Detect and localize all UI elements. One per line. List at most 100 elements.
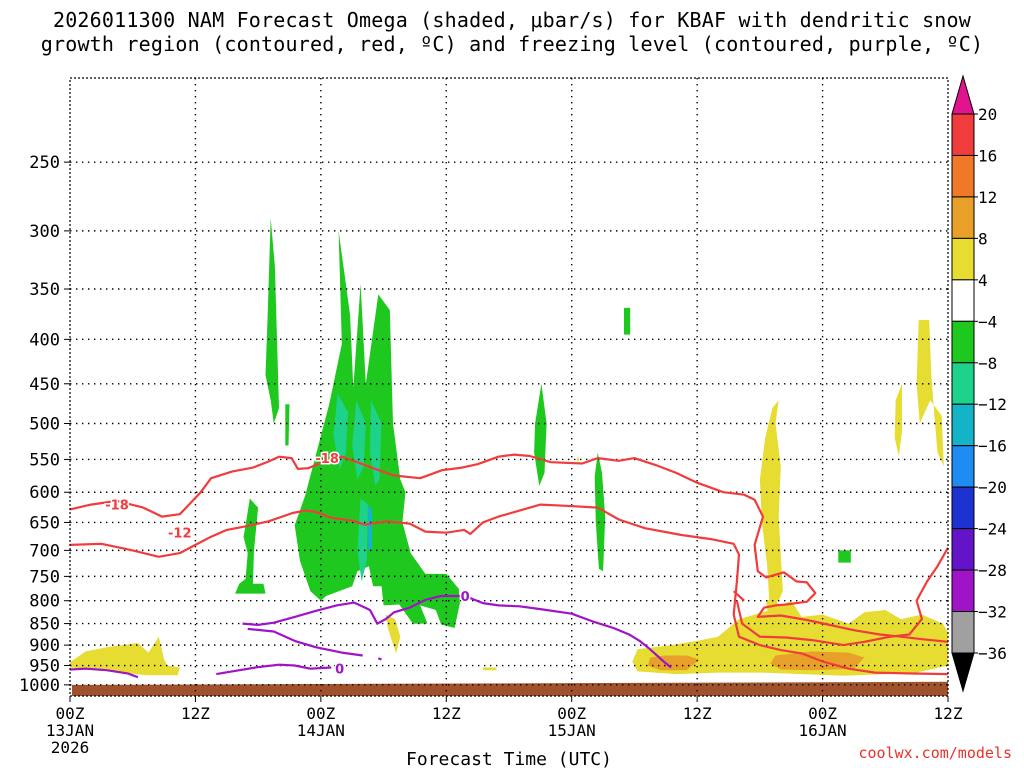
plot-frame [69, 77, 949, 697]
grid-layer [70, 78, 948, 696]
colorbar-bin [951, 569, 975, 613]
colorbar-bin [951, 528, 975, 571]
omega-region-13 [70, 636, 180, 676]
x-axis-label: Forecast Time (UTC) [406, 749, 612, 768]
colorbar-label: 20 [978, 105, 997, 124]
y-tick-label: 850 [29, 615, 60, 635]
omega-region-11 [357, 498, 368, 582]
x-tick-label: 00Z [557, 704, 586, 723]
x-tick-label: 12Z [432, 704, 461, 723]
x-tick-label: 15JAN [548, 721, 596, 740]
colorbar-bin [951, 403, 975, 447]
colorbar-label: −12 [978, 395, 1007, 414]
x-tick-label: 12Z [683, 704, 712, 723]
contour-0 [69, 453, 949, 643]
y-tick-label: 450 [29, 375, 60, 395]
y-tick-label: 550 [29, 450, 60, 470]
omega-shading-layer [70, 218, 948, 676]
omega-region-5 [594, 452, 606, 572]
y-tick-label: 350 [29, 280, 60, 300]
colorbar-bin [951, 445, 975, 488]
x-tick-label: 16JAN [798, 721, 846, 740]
colorbar-label: −8 [978, 354, 997, 373]
omega-region-10 [370, 400, 382, 486]
contour-6 [69, 667, 139, 679]
colorbar-bin [951, 486, 975, 530]
site-credit[interactable]: coolwx.com/models [858, 744, 1012, 762]
contour-8 [377, 657, 382, 661]
contour-7 [247, 627, 363, 657]
omega-region-19 [894, 383, 902, 456]
y-tick-label: 950 [29, 657, 60, 677]
x-tick-label: 2026 [51, 738, 90, 757]
contour-5 [216, 663, 332, 676]
contour-1 [69, 503, 949, 676]
x-tick-label: 12Z [181, 704, 210, 723]
omega-region-23 [576, 456, 579, 463]
omega-region-12 [367, 504, 373, 551]
y-tick-label: 400 [29, 330, 60, 350]
contour-3 [732, 590, 745, 602]
axes-layer: 2503003504004505005506006507007508008509… [19, 77, 963, 768]
colorbar-label: −32 [978, 603, 1007, 622]
colorbar-bin [951, 362, 975, 405]
contour-label-5: 0 [335, 662, 344, 677]
colorbar-top-arrow [951, 74, 975, 115]
colorbar-label: 4 [978, 271, 988, 290]
y-tick-label: 650 [29, 513, 60, 533]
colorbar-bottom-arrow [951, 652, 975, 693]
terrain-layer [72, 681, 948, 696]
y-tick-label: 900 [29, 636, 60, 656]
colorbar-label: −20 [978, 478, 1007, 497]
contour-label-1: -12 [168, 527, 192, 542]
omega-region-8 [333, 393, 348, 470]
contour-layer: -18 -12 -18 0 0 [69, 451, 949, 679]
y-tick-label: 250 [29, 153, 60, 173]
colorbar-bin [951, 113, 975, 156]
omega-region-7 [838, 550, 851, 563]
omega-region-15 [482, 667, 497, 671]
colorbar-label: −36 [978, 644, 1007, 663]
omega-region-0 [235, 498, 266, 594]
x-tick-label: 14JAN [297, 721, 345, 740]
colorbar-label: −16 [978, 437, 1007, 456]
colorbar-label: −28 [978, 561, 1007, 580]
omega-region-17 [759, 400, 783, 601]
terrain-band [72, 681, 948, 696]
contour-label-0: -18 [105, 499, 129, 514]
y-tick-label: 750 [29, 567, 60, 587]
omega-region-6 [624, 307, 631, 335]
omega-region-14 [385, 614, 401, 654]
y-tick-label: 600 [29, 483, 60, 503]
colorbar-bin [951, 237, 975, 281]
omega-region-9 [352, 400, 366, 480]
contour-label-2: -18 [315, 452, 339, 467]
colorbar-bin [951, 196, 975, 239]
x-tick-label: 00Z [56, 704, 85, 723]
omega-region-20 [916, 320, 944, 467]
x-tick-label: 00Z [306, 704, 335, 723]
colorbar-bin [951, 611, 975, 654]
chart-title-line2: growth region (contoured, red, ºC) and f… [40, 32, 984, 56]
colorbar-bin [951, 320, 975, 364]
y-tick-label: 800 [29, 592, 60, 612]
y-tick-label: 1000 [19, 676, 60, 696]
colorbar-bin [951, 154, 975, 198]
y-tick-label: 700 [29, 541, 60, 561]
colorbar-label: 12 [978, 188, 997, 207]
x-tick-label: 12Z [934, 704, 963, 723]
colorbar-label: 8 [978, 229, 988, 248]
colorbar-label: 16 [978, 146, 997, 165]
omega-region-4 [534, 383, 547, 486]
colorbar: 20 16 12 8 4 −4 −8 −12 −16 −20 −24 −28 −32 −36 [951, 74, 1007, 693]
colorbar-label: −24 [978, 520, 1007, 539]
y-tick-label: 500 [29, 414, 60, 434]
omega-region-3 [285, 404, 290, 446]
x-tick-label: 00Z [808, 704, 837, 723]
chart-title-line1: 2026011300 NAM Forecast Omega (shaded, μ… [52, 8, 972, 32]
omega-region-2 [265, 218, 279, 424]
x-tick-label: 13JAN [46, 721, 94, 740]
contour-label-4: 0 [461, 590, 470, 605]
contour-2 [735, 547, 949, 647]
y-tick-label: 300 [29, 222, 60, 242]
